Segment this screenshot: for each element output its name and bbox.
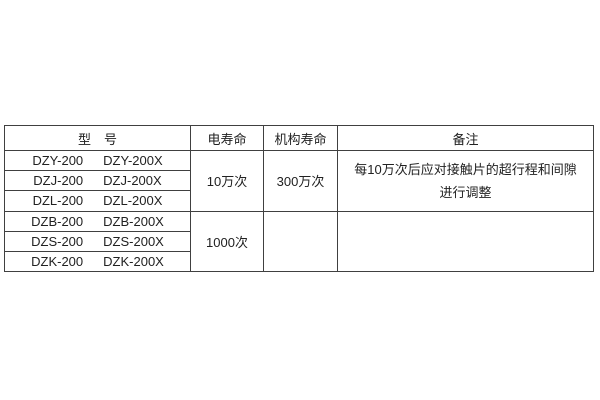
model-cell: DZS-200 DZS-200X — [4, 230, 191, 252]
model-name-variant: DZL-200X — [103, 193, 163, 209]
remark-cell: 每10万次后应对接触片的超行程和间隙 进行调整 — [337, 150, 594, 212]
electrical-life-cell: 1000次 — [190, 210, 264, 273]
table-row: DZB-200 DZB-200X 1000次 — [4, 210, 594, 273]
model-name-variant: DZK-200X — [103, 253, 164, 269]
table-row: DZS-200 DZS-200X — [4, 230, 594, 252]
table-row: DZK-200 DZK-200X — [4, 250, 594, 273]
model-name-variant: DZS-200X — [103, 233, 164, 249]
electrical-life-cell: 10万次 — [190, 150, 264, 212]
model-name-variant: DZY-200X — [103, 153, 163, 169]
model-name: DZB-200 — [31, 213, 84, 229]
mechanism-life-cell — [263, 210, 338, 273]
model-name: DZS-200 — [31, 233, 84, 249]
model-name: DZJ-200 — [33, 173, 84, 189]
spec-table: 型 号 电寿命 机构寿命 备注 DZY-200 DZY-200X 10万次 30… — [4, 124, 594, 273]
remark-cell — [337, 210, 594, 273]
model-cell: DZJ-200 DZJ-200X — [4, 170, 191, 192]
remark-line: 每10万次后应对接触片的超行程和间隙 — [354, 161, 577, 177]
model-name: DZL-200 — [32, 193, 84, 209]
model-name-variant: DZB-200X — [103, 213, 164, 229]
header-mechanism-life: 机构寿命 — [263, 124, 338, 152]
table-header-row: 型 号 电寿命 机构寿命 备注 — [4, 124, 594, 152]
header-model: 型 号 — [4, 124, 191, 152]
model-cell: DZY-200 DZY-200X — [4, 150, 191, 172]
model-cell: DZL-200 DZL-200X — [4, 190, 191, 212]
table-row: DZY-200 DZY-200X 10万次 300万次 每10万次后应对接触片的… — [4, 150, 594, 212]
header-remark: 备注 — [337, 124, 594, 152]
remark-line: 进行调整 — [439, 184, 492, 200]
model-name: DZY-200 — [32, 153, 84, 169]
mechanism-life-cell: 300万次 — [263, 150, 338, 212]
model-name-variant: DZJ-200X — [103, 173, 162, 189]
model-cell: DZB-200 DZB-200X — [4, 210, 191, 232]
table-row: DZL-200 DZL-200X — [4, 190, 594, 212]
table-row: DZJ-200 DZJ-200X — [4, 170, 594, 192]
model-cell: DZK-200 DZK-200X — [4, 250, 191, 273]
model-name: DZK-200 — [31, 253, 84, 269]
header-electrical-life: 电寿命 — [190, 124, 264, 152]
